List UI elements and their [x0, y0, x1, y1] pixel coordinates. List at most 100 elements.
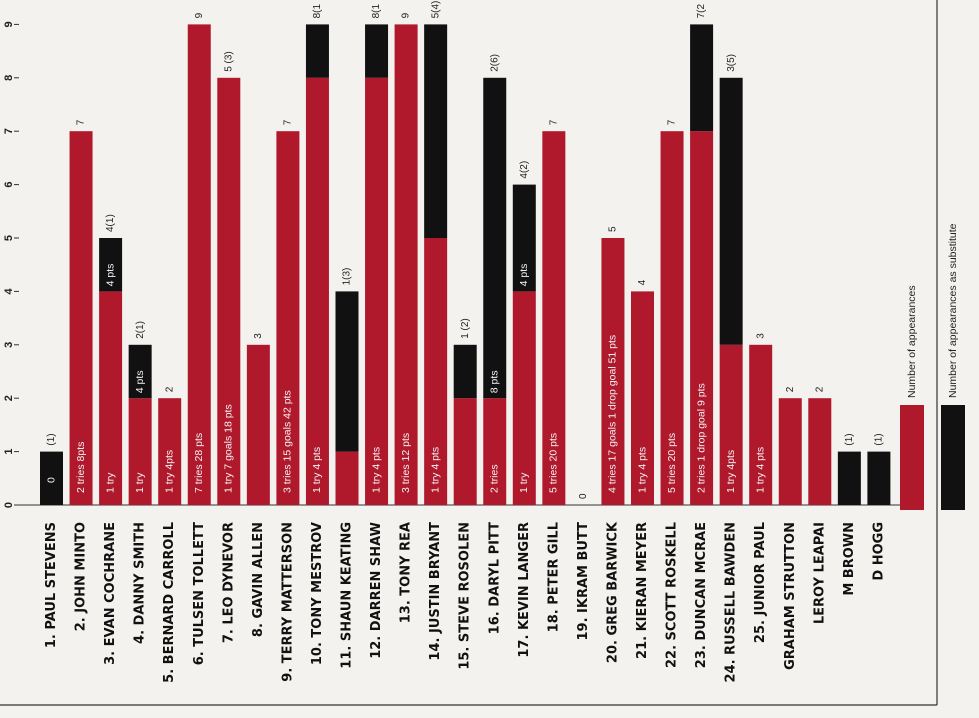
- bar-top-label: 7: [283, 119, 294, 125]
- bar-stat-label: 1 try 4 pts: [636, 447, 648, 493]
- player-name-label: 21. KIERAN MEYER: [635, 522, 650, 659]
- player-bar-group: 3(5) 1 try 4pts: [719, 54, 743, 505]
- player-bar-group: 1(3): [335, 268, 359, 505]
- appearances-bar: [453, 398, 477, 505]
- substitute-bar: [305, 24, 329, 78]
- y-tick-label: 0: [3, 502, 15, 508]
- player-name-label: 18. PETER GILL: [546, 522, 561, 632]
- bar-top-label: 7: [76, 119, 87, 125]
- bar-top-label: 8(1: [312, 4, 323, 19]
- appearances-bar: [542, 131, 566, 505]
- bar-stat-label: 2 tries: [489, 464, 501, 493]
- player-bar-group: 2(6) 2 tries 8 pts: [483, 54, 507, 505]
- player-bar-group: 9 3 tries 12 pts: [394, 12, 418, 506]
- bar-top-label: 5(4): [430, 1, 441, 19]
- player-bar-group: 7 3 tries 15 goals 42 pts: [276, 119, 300, 505]
- substitute-bar: [512, 184, 536, 292]
- bar-top-label: 5 (3): [223, 51, 234, 72]
- bar-stat-label: 1 try 7 goals 18 pts: [223, 404, 235, 493]
- player-names: 1. PAUL STEVENS 2. JOHN MINTO 3. EVAN COCH…: [44, 521, 886, 683]
- substitute-bar: [690, 24, 714, 132]
- bar-top-label: 2: [814, 386, 825, 392]
- bar-stat-label: 1 try 4pts: [725, 450, 737, 493]
- player-name-label: 14. JUSTIN BRYANT: [428, 522, 443, 661]
- appearances-bar: [719, 344, 743, 505]
- bar-stat-label: 1 try: [518, 472, 530, 493]
- player-name-label: D HOGG: [871, 522, 886, 581]
- substitute-stat-label: 4 pts: [134, 370, 146, 393]
- player-bar-group: 8(1 1 try 4 pts: [305, 4, 329, 506]
- appearances-bar: [128, 398, 152, 505]
- y-tick-label: 3: [3, 342, 15, 348]
- bar-top-label: 9: [401, 12, 412, 18]
- player-name-label: 5. BERNARD CARROLL: [162, 522, 177, 683]
- appearances-bar: [187, 24, 211, 506]
- player-bar-group: 4(2) 1 try 4 pts: [512, 161, 536, 505]
- bar-top-label: 4(1): [105, 214, 116, 232]
- bar-stat-label: 4 tries 17 goals 1 drop goal 51 pts: [607, 335, 619, 493]
- bar-top-label: 3(5): [726, 54, 737, 72]
- substitute-bar: [867, 451, 891, 505]
- substitute-bar: [365, 24, 389, 78]
- player-name-label: 17. KEVIN LANGER: [517, 522, 532, 658]
- player-bar-group: 7(2 2 tries 1 drop goal 9 pts: [690, 4, 714, 505]
- bar-top-label: (1): [874, 433, 885, 445]
- player-name-label: 6. TULSEN TOLLETT: [192, 522, 207, 665]
- player-name-label: 25. JUNIOR PAUL: [753, 522, 768, 643]
- appearances-bar: [276, 131, 300, 505]
- legend-label: Number of appearances as substitute: [947, 223, 959, 398]
- player-bar-group: 5 4 tries 17 goals 1 drop goal 51 pts: [601, 226, 625, 505]
- bar-top-label: 7: [667, 119, 678, 125]
- player-name-label: 12. DARREN SHAW: [369, 522, 384, 659]
- bar-stat-label: 2 tries 1 drop goal 9 pts: [695, 383, 707, 493]
- player-name-label: 2. JOHN MINTO: [74, 522, 89, 631]
- bar-top-label: 3: [253, 333, 264, 339]
- y-axis-ticks: 0 1 2 3 4 5 6 7 8 9: [3, 21, 19, 508]
- player-bar-group: 8(1 1 try 4 pts: [365, 4, 389, 506]
- player-bar-group: 2 1 try 4pts: [158, 386, 182, 505]
- bar-top-label: 2: [164, 386, 175, 392]
- bar-top-label: 0: [578, 493, 589, 499]
- appearances-bar: [660, 131, 684, 505]
- player-name-label: LEROY LEAPAI: [812, 522, 827, 624]
- bar-stat-label: 1 try 4 pts: [311, 447, 323, 493]
- bar-top-label: 2(6): [489, 54, 500, 72]
- appearances-bar: [808, 398, 832, 505]
- player-name-label: 15. STEVE ROSOLEN: [458, 522, 473, 670]
- appearances-bar: [778, 398, 802, 505]
- y-tick-label: 9: [3, 21, 15, 27]
- bar-stat-label: 1 try 4 pts: [370, 447, 382, 493]
- player-bar-group: 7 5 tries 20 pts: [542, 119, 566, 505]
- bar-stat-label: 2 tries 8pts: [75, 442, 87, 493]
- bar-top-label: 3: [755, 333, 766, 339]
- bar-stat-label: 1 try 4 pts: [429, 447, 441, 493]
- player-bar-group: 5(4) 1 try 4 pts: [424, 1, 448, 505]
- bar-stat-label: 3 tries 15 goals 42 pts: [282, 390, 294, 493]
- legend: Number of appearances Number of appearanc…: [900, 223, 965, 510]
- bar-stat-label: 3 tries 12 pts: [400, 433, 412, 493]
- substitute-stat-label: 0: [45, 477, 57, 483]
- player-name-label: M BROWN: [842, 522, 857, 596]
- player-name-label: 3. EVAN COCHRANE: [103, 522, 118, 665]
- appearances-bar: [424, 238, 448, 505]
- player-name-label: 20. GREG BARWICK: [605, 521, 620, 663]
- player-bar-group: 3 1 try 4 pts: [749, 333, 773, 505]
- bar-stat-label: 5 tries 20 pts: [666, 433, 678, 493]
- player-name-label: 7. LEO DYNEVOR: [221, 522, 236, 643]
- bar-top-label: 2(1): [135, 321, 146, 339]
- player-bar-group: 9 7 tries 28 pts: [187, 12, 211, 506]
- bar-top-label: 4(2): [519, 161, 530, 179]
- substitute-bar: [40, 451, 63, 505]
- player-name-label: 9. TERRY MATTERSON: [280, 522, 295, 682]
- substitute-stat-label: 8 pts: [489, 370, 501, 393]
- y-tick-label: 4: [3, 287, 15, 294]
- legend-label: Number of appearances: [906, 285, 918, 398]
- substitute-bar: [483, 77, 507, 399]
- bar-stat-label: 1 try 4 pts: [754, 447, 766, 493]
- player-bar-group: 1 (2): [453, 318, 477, 505]
- y-tick-label: 5: [3, 235, 15, 241]
- player-name-label: GRAHAM STRUTTON: [783, 522, 798, 670]
- player-bar-group: 3: [246, 333, 270, 505]
- substitute-bar: [453, 344, 477, 399]
